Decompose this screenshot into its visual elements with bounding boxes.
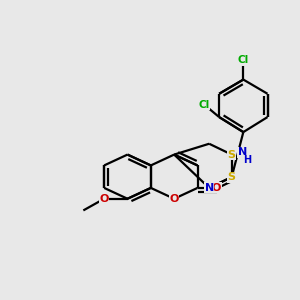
Text: O: O bbox=[212, 183, 221, 193]
Text: S: S bbox=[228, 150, 236, 160]
Text: O: O bbox=[169, 194, 179, 204]
Text: H: H bbox=[243, 154, 252, 165]
Text: N: N bbox=[205, 183, 214, 193]
Text: Cl: Cl bbox=[199, 100, 210, 110]
Text: N: N bbox=[205, 183, 214, 193]
Text: N: N bbox=[238, 147, 247, 157]
Text: S: S bbox=[228, 172, 236, 182]
Text: Cl: Cl bbox=[238, 56, 249, 65]
Text: O: O bbox=[100, 194, 109, 204]
